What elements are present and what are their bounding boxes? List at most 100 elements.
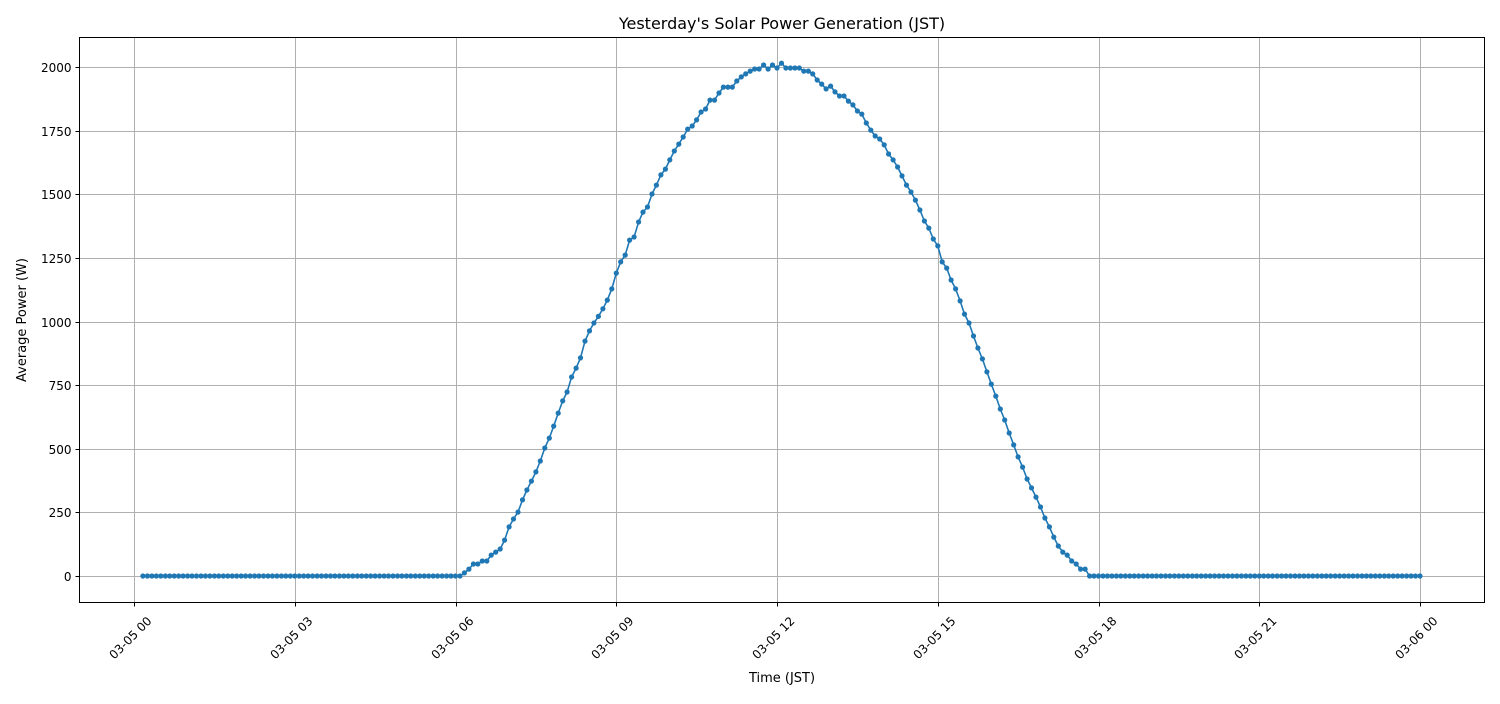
data-point [631, 234, 637, 240]
data-point [1127, 573, 1133, 579]
data-point [1073, 561, 1079, 567]
y-tick-label: 1250 [41, 252, 72, 266]
data-point [399, 573, 405, 579]
data-point [1305, 573, 1311, 579]
data-point [243, 573, 249, 579]
data-point [417, 573, 423, 579]
data-point [738, 74, 744, 80]
data-point [845, 98, 852, 104]
data-point [193, 573, 200, 579]
data-point [801, 68, 807, 74]
data-point [1082, 566, 1088, 572]
data-point [1310, 573, 1316, 579]
data-point [948, 277, 954, 283]
data-point [1359, 573, 1365, 579]
data-point [604, 297, 610, 303]
data-point [778, 60, 785, 66]
data-point [595, 313, 602, 319]
data-point [502, 537, 508, 543]
power-series [140, 60, 1423, 579]
data-point [1292, 573, 1298, 579]
data-point [1028, 485, 1035, 491]
data-point [747, 68, 753, 74]
data-point [448, 573, 454, 579]
data-point [198, 573, 204, 579]
data-point [1287, 573, 1294, 579]
data-point [912, 197, 919, 203]
data-point [1243, 573, 1249, 579]
data-point [984, 369, 990, 375]
data-point [868, 127, 874, 133]
data-point [377, 573, 383, 579]
data-point [1261, 573, 1267, 579]
data-point [359, 573, 365, 579]
data-point [832, 89, 838, 95]
data-point [332, 573, 338, 579]
data-point [810, 71, 816, 77]
data-point [310, 573, 316, 579]
data-point [769, 62, 776, 68]
data-point [841, 93, 847, 99]
data-point [1256, 573, 1262, 579]
data-point [622, 252, 628, 258]
data-point [1328, 573, 1334, 579]
data-point [573, 365, 579, 371]
data-point [1122, 573, 1128, 579]
data-point [1042, 515, 1048, 521]
data-point [1176, 573, 1182, 579]
data-point [1216, 573, 1222, 579]
data-point [1225, 573, 1231, 579]
data-point [979, 356, 986, 362]
data-point [1189, 573, 1195, 579]
data-point [171, 573, 177, 579]
data-point [1270, 573, 1276, 579]
data-point [711, 97, 718, 103]
data-point [854, 108, 861, 114]
data-point [743, 71, 749, 77]
data-point [1377, 573, 1383, 579]
data-point [1087, 573, 1093, 579]
data-point [202, 573, 208, 579]
data-point [707, 97, 713, 103]
data-point [1247, 573, 1253, 579]
data-point [819, 81, 825, 87]
y-tick-label: 1750 [41, 125, 72, 139]
data-point [828, 83, 834, 89]
data-point [667, 157, 673, 163]
data-point [823, 86, 829, 92]
data-point [591, 320, 597, 326]
data-point [238, 573, 244, 579]
data-point [1140, 573, 1146, 579]
data-point [988, 381, 994, 387]
data-point [408, 573, 414, 579]
data-point [350, 573, 356, 579]
data-point [787, 65, 794, 71]
data-point [185, 573, 191, 579]
grid-lines [79, 37, 1485, 603]
data-point [671, 148, 677, 154]
data-point [1055, 543, 1061, 549]
data-point [676, 141, 682, 147]
data-point [1033, 494, 1039, 500]
data-point [586, 328, 593, 334]
data-point [1350, 573, 1356, 579]
data-point [1390, 573, 1396, 579]
data-point [930, 236, 936, 242]
data-point [234, 573, 240, 579]
data-point [680, 134, 686, 140]
data-point [685, 126, 691, 132]
data-point [149, 573, 155, 579]
data-point [1363, 573, 1369, 579]
data-point [390, 573, 396, 579]
data-point [765, 66, 771, 72]
data-point [479, 558, 485, 564]
data-point [1020, 464, 1026, 470]
data-point [225, 573, 231, 579]
data-point [957, 298, 963, 304]
data-point [1207, 573, 1213, 579]
data-point [935, 243, 941, 249]
data-point [528, 478, 535, 484]
data-point [993, 393, 999, 399]
data-point [1354, 573, 1361, 579]
